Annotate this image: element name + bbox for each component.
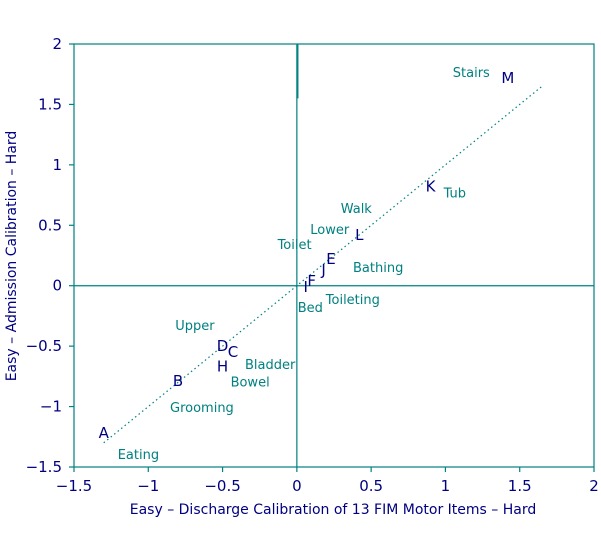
point-name-label: Upper [175, 319, 215, 334]
point-letter: F [307, 272, 316, 290]
x-tick-label: 1.5 [508, 477, 532, 495]
point-name-label: Lower [310, 223, 350, 238]
point-name-label: Eating [118, 448, 159, 463]
x-tick-label: 1 [441, 477, 451, 495]
data-point: E Bathing [326, 250, 403, 276]
y-tick-label: −1.5 [26, 458, 62, 476]
point-letter: B [173, 372, 183, 390]
x-tick-label: −0.5 [204, 477, 240, 495]
x-tick-label: −1.5 [56, 477, 92, 495]
x-tick-label: −1 [137, 477, 159, 495]
data-point: A Eating [99, 424, 160, 463]
data-point: L Lower [310, 223, 364, 244]
point-letter: J [320, 261, 325, 279]
point-name-label: Grooming [170, 401, 234, 416]
point-name-label: Bed [298, 301, 323, 316]
point-letter: D [217, 337, 229, 355]
data-point: Walk [341, 202, 373, 217]
point-letter: H [217, 358, 228, 376]
x-tick-labels: −1.5 −1 −0.5 0 0.5 1 1.5 2 [56, 477, 599, 495]
zero-axes [74, 44, 594, 467]
x-tick-label: 0 [292, 477, 302, 495]
point-name-label: Bladder [245, 358, 296, 373]
y-tick-label: 0 [52, 277, 62, 295]
data-point: I Toileting [304, 278, 380, 308]
data-point: F Bed [298, 272, 323, 316]
point-letter: A [99, 424, 110, 442]
point-name-label: Walk [341, 202, 373, 217]
y-tick-labels: −1.5 −1 −0.5 0 0.5 1 1.5 2 [26, 35, 62, 476]
plot-frame [69, 43, 595, 472]
y-tick-label: 1.5 [38, 95, 62, 113]
point-name-label: Toileting [325, 293, 380, 308]
data-point: M Stairs [453, 66, 515, 87]
y-tick-label: −1 [40, 398, 62, 416]
plot-border [73, 43, 595, 468]
point-name-label: Tub [443, 187, 466, 202]
point-name-label: Stairs [453, 66, 490, 81]
x-axis-title: Easy – Discharge Calibration of 13 FIM M… [130, 502, 537, 518]
data-point: C Bladder [228, 343, 296, 373]
y-axis-title: Easy – Admission Calibration – Hard [4, 131, 20, 382]
point-letter: M [501, 69, 514, 87]
data-points: AEatingBGroomingCBladderDUpperEBathingFB… [99, 66, 515, 463]
y-tick-label: 2 [52, 35, 62, 53]
point-letter: E [326, 250, 335, 268]
data-point: B Grooming [170, 372, 234, 416]
x-tick-label: 0.5 [359, 477, 383, 495]
data-point: J Toilet [277, 238, 326, 279]
point-letter: K [426, 178, 437, 196]
point-name-label: Bowel [231, 376, 270, 391]
y-tick-label: −0.5 [26, 337, 62, 355]
point-letter: L [355, 226, 364, 244]
x-tick-label: 2 [589, 477, 599, 495]
point-name-label: Toilet [277, 238, 312, 253]
data-point: K Tub [426, 178, 466, 202]
y-tick-label: 1 [52, 156, 62, 174]
point-letter: C [228, 343, 238, 361]
point-name-label: Bathing [353, 261, 403, 276]
y-tick-label: 0.5 [38, 216, 62, 234]
point-letter: I [304, 278, 308, 296]
